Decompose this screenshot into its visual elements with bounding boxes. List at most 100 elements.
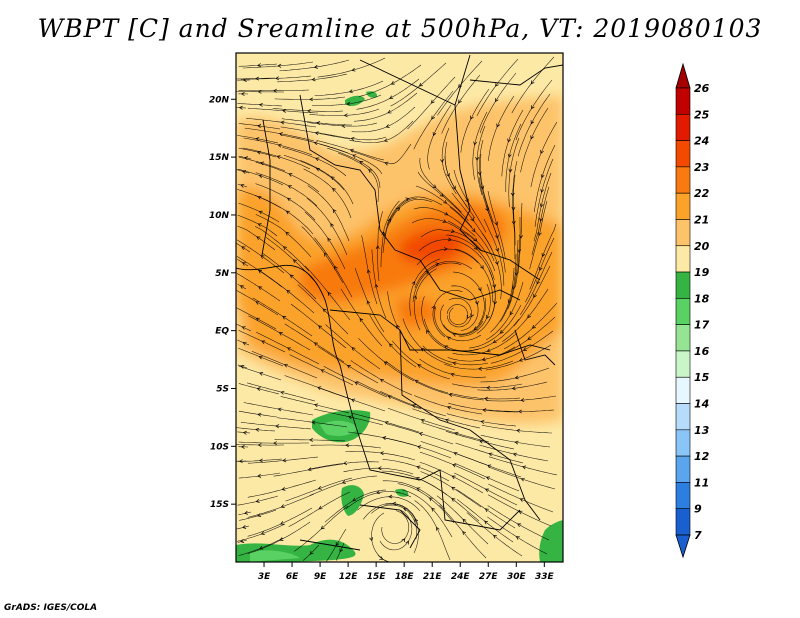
streamline-arrow [282, 108, 287, 113]
streamline [237, 364, 248, 369]
colorbar-label: 18 [694, 292, 710, 305]
streamline-arrow [470, 217, 475, 222]
streamline-arrow [255, 499, 260, 503]
border-line [454, 104, 541, 281]
lon-tick-label: 15E [367, 572, 387, 582]
streamline-arrow [383, 361, 388, 366]
streamline-arrow [389, 343, 393, 348]
border-line [329, 309, 551, 356]
colorbar-swatch [675, 113, 691, 141]
streamline [237, 539, 248, 543]
border-line [514, 329, 556, 366]
streamline-arrow [280, 120, 285, 125]
streamline-arrow [540, 188, 545, 193]
streamline-arrow [280, 504, 285, 508]
streamline-arrow [446, 405, 451, 410]
colorbar-label: 23 [694, 161, 710, 174]
streamline-arrow [369, 537, 374, 542]
streamline-arrow [350, 136, 355, 141]
streamline-arrow [352, 154, 357, 159]
streamline-arrow [405, 197, 410, 202]
streamline-arrow [522, 465, 527, 470]
streamline-arrow [359, 317, 364, 322]
colorbar-swatch [675, 324, 691, 352]
streamline-arrow [309, 97, 314, 102]
colorbar-label: 13 [694, 424, 710, 437]
streamline-arrow [531, 105, 535, 110]
streamline-arrow [276, 155, 281, 159]
streamline-arrow [509, 311, 514, 316]
streamline-arrow [493, 300, 498, 305]
colorbar-swatch [675, 350, 691, 378]
streamline-arrow [366, 300, 371, 305]
lon-tick-label: 30E [507, 572, 527, 582]
streamline-arrow [311, 420, 316, 425]
streamline-arrow [477, 171, 482, 176]
colorbar-swatch [675, 87, 691, 115]
streamline-arrow [458, 99, 462, 104]
streamline-arrow [442, 219, 447, 223]
streamline-arrow [530, 120, 535, 125]
streamline-arrow [309, 437, 313, 442]
streamline-arrow [285, 210, 290, 215]
streamline-arrow [257, 473, 262, 478]
streamline-arrow [330, 223, 334, 228]
streamline-arrow [359, 161, 364, 165]
streamline-arrow [527, 314, 531, 319]
streamline-arrow [255, 301, 260, 305]
plot-area [236, 53, 563, 562]
streamline-arrow [259, 372, 264, 376]
lon-tick-label: 24E [451, 572, 471, 582]
streamline-arrow [432, 132, 437, 137]
streamline-arrow [418, 82, 423, 87]
streamline-arrow [444, 211, 449, 216]
lon-tick-label: 12E [339, 572, 359, 582]
streamline [236, 243, 251, 253]
streamline-arrow [257, 443, 262, 448]
streamline-arrow [517, 248, 522, 253]
streamline-arrow [507, 153, 512, 158]
colorbar-swatch [675, 271, 691, 299]
streamline-arrow [470, 115, 474, 120]
streamline-arrow [259, 545, 264, 550]
streamline-arrow [334, 265, 338, 270]
streamline-arrow [496, 123, 501, 128]
streamline-arrow [475, 300, 479, 306]
streamline-arrow [377, 466, 382, 471]
colorbar-swatch [675, 403, 691, 431]
streamline-arrow [527, 336, 532, 340]
streamline-arrow [240, 539, 245, 543]
streamline-arrow [257, 223, 262, 227]
streamline-arrow [480, 185, 485, 190]
colorbar-swatch [675, 219, 691, 247]
streamline-arrow [315, 167, 320, 172]
streamline [237, 168, 284, 186]
streamline-arrow [390, 81, 395, 85]
streamline-arrow [280, 390, 285, 395]
streamline-arrow [317, 386, 322, 391]
streamline-arrow [320, 525, 325, 530]
streamline-arrow [401, 538, 406, 543]
lon-tick-label: 3E [258, 572, 271, 582]
streamline-arrow [507, 299, 512, 304]
streamline-arrow [309, 550, 314, 555]
border-line [519, 64, 563, 86]
streamline-arrow [383, 138, 388, 143]
streamline-arrow [499, 329, 504, 334]
streamline-arrow [482, 408, 487, 413]
streamline-arrow [241, 326, 246, 330]
border-line [359, 504, 421, 549]
streamline-arrow [260, 531, 265, 535]
colorbar-swatch [675, 455, 691, 483]
streamline-arrow [278, 332, 283, 336]
streamline-arrow [244, 510, 249, 515]
streamline-arrow [443, 199, 448, 204]
streamline [237, 135, 279, 144]
streamline-arrow [323, 252, 328, 257]
streamline-arrow [255, 137, 260, 141]
streamline-arrow [258, 102, 263, 107]
streamline-arrow [345, 443, 350, 448]
streamline-arrow [511, 220, 516, 225]
streamline-arrow [540, 174, 545, 179]
streamlines [236, 56, 558, 562]
